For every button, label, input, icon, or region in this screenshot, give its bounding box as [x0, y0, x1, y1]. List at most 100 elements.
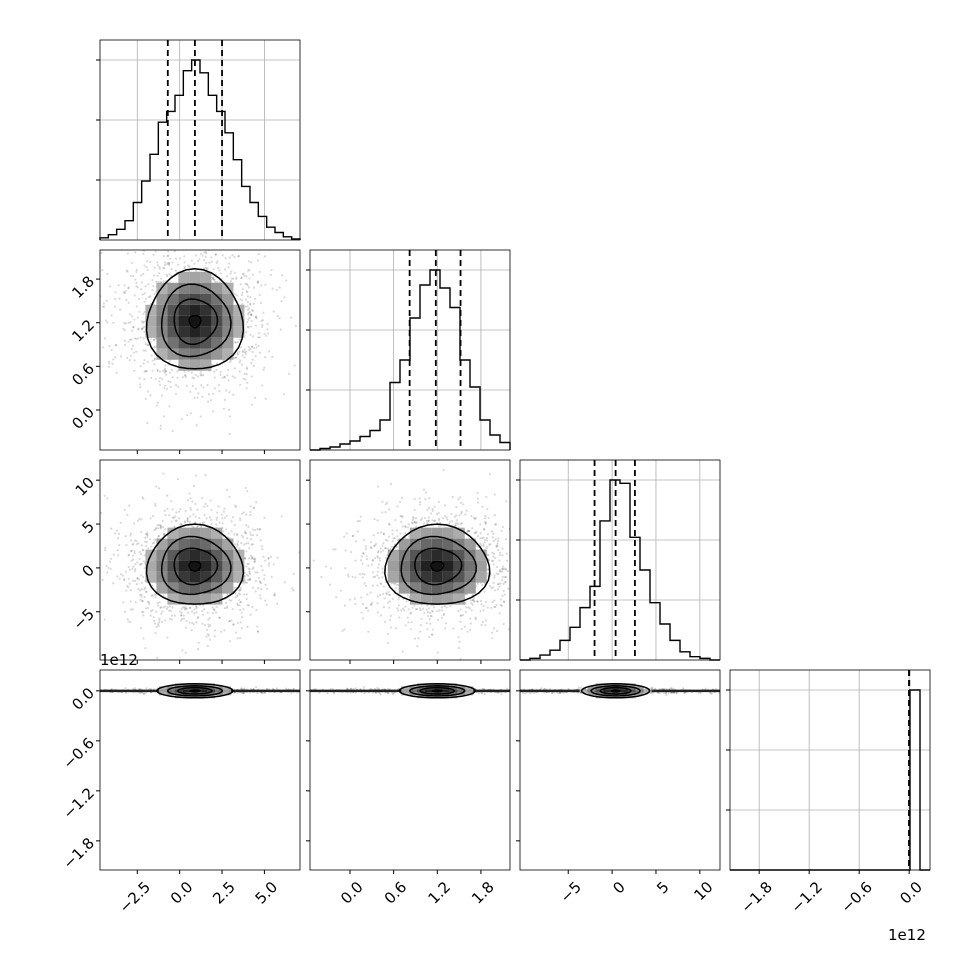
scatter-point [245, 550, 248, 553]
density-cell [453, 560, 465, 572]
scatter-point [334, 548, 337, 551]
scatter-point [268, 215, 270, 217]
density-cell [174, 686, 183, 690]
scatter-point [117, 554, 120, 557]
scatter-point [183, 255, 186, 258]
scatter-point [141, 321, 145, 324]
scatter-point [169, 609, 172, 612]
scatter-point [203, 608, 206, 611]
scatter-point [193, 376, 196, 380]
scatter-point [156, 369, 159, 373]
scatter-point [370, 547, 373, 550]
scatter-point [217, 266, 220, 269]
scatter-point [505, 575, 508, 579]
scatter-point [158, 383, 162, 386]
histogram-4 [730, 689, 930, 871]
scatter-point [159, 526, 162, 529]
scatter-point [159, 424, 162, 427]
scatter-point [213, 629, 217, 632]
scatter-point [241, 273, 244, 276]
scatter-point [278, 317, 281, 320]
scatter-point [406, 594, 409, 597]
scatter-point [184, 651, 187, 654]
scatter-point [499, 569, 502, 572]
scatter-point [476, 491, 479, 495]
scatter-point [378, 559, 381, 562]
scatter-point [180, 614, 183, 617]
scatter-point [228, 495, 231, 498]
scatter-point [495, 603, 498, 606]
scatter-point [252, 528, 255, 531]
scatter-point [134, 687, 137, 690]
scatter-point [249, 578, 252, 581]
scatter-point [245, 350, 248, 353]
scatter-point [425, 520, 428, 523]
scatter-point [388, 600, 392, 603]
scatter-point [105, 299, 108, 302]
scatter-point [486, 553, 489, 556]
scatter-point [161, 620, 164, 624]
scatter-point [251, 605, 254, 609]
scatter-point [517, 602, 519, 604]
scatter-point [397, 598, 400, 601]
scatter-point [249, 554, 253, 558]
scatter-point [497, 549, 500, 552]
scatter-point [370, 603, 373, 606]
scatter-point [476, 582, 479, 585]
scatter-point [329, 567, 333, 570]
scatter-point [142, 691, 145, 695]
scatter-point [377, 563, 381, 566]
scatter-point [263, 516, 266, 519]
density-cell [167, 560, 179, 572]
density-cell [233, 560, 245, 572]
scatter-point [157, 624, 160, 627]
scatter-point [360, 611, 363, 614]
scatter-point [438, 517, 441, 520]
density-cell [156, 348, 168, 360]
scatter-point [488, 543, 491, 546]
scatter-point [170, 236, 172, 238]
scatter-point [388, 523, 391, 526]
density-cell [475, 560, 487, 572]
scatter-point [437, 500, 440, 503]
density-panel-3-0 [96, 669, 301, 874]
scatter-point [400, 609, 403, 612]
scatter-point [234, 293, 237, 296]
scatter-point [142, 560, 146, 563]
scatter-point [396, 584, 400, 587]
scatter-point [249, 325, 253, 328]
scatter-point [171, 606, 174, 609]
scatter-point [213, 370, 216, 373]
scatter-point [422, 488, 426, 491]
scatter-point [365, 555, 368, 558]
scatter-point [231, 254, 234, 257]
scatter-point [283, 296, 286, 299]
scatter-point [474, 531, 477, 535]
scatter-point [155, 485, 158, 488]
scatter-point [191, 376, 194, 379]
density-cell [211, 571, 223, 583]
scatter-point [229, 272, 232, 275]
scatter-point [346, 573, 350, 576]
scatter-point [186, 611, 189, 614]
scatter-point [245, 243, 247, 245]
scatter-point [363, 538, 366, 542]
scatter-point [214, 233, 216, 235]
scatter-point [246, 321, 249, 324]
scatter-point [457, 498, 460, 501]
scatter-point [231, 375, 234, 378]
scatter-point [406, 526, 409, 529]
scatter-point [384, 503, 387, 506]
density-cell [200, 527, 212, 539]
density-cell [200, 337, 212, 349]
scatter-point [253, 286, 256, 289]
scatter-point [476, 497, 479, 500]
scatter-point [383, 597, 386, 600]
scatter-point [140, 281, 144, 284]
scatter-point [195, 611, 198, 614]
scatter-point [172, 516, 175, 519]
scatter-point [249, 347, 252, 350]
scatter-point [206, 611, 209, 614]
density-cell [156, 304, 168, 316]
